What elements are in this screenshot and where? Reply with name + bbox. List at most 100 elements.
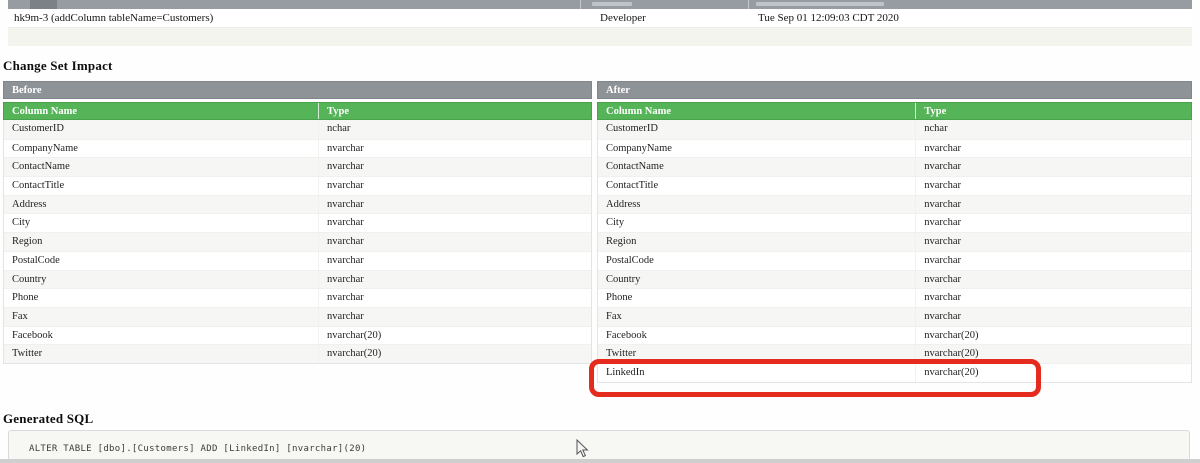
column-name-cell: Region: [606, 236, 637, 248]
type-cell: nvarchar: [318, 233, 591, 251]
table-row: Address nvarchar: [598, 194, 1191, 214]
type-cell: nvarchar: [318, 214, 591, 233]
after-table-rows: CustomerID nchar CompanyName nvarchar Contac…: [597, 120, 1192, 383]
column-name-cell: ContactName: [606, 161, 664, 173]
column-name-cell: CompanyName: [12, 142, 78, 154]
before-column-headers: Column Name Type: [3, 102, 592, 120]
type-cell: nvarchar: [318, 270, 591, 289]
table-row: Twitter nvarchar(20): [4, 344, 591, 363]
generated-sql-box: ALTER TABLE [dbo].[Customers] ADD [Linke…: [8, 430, 1190, 463]
type-cell: nvarchar: [915, 307, 1191, 326]
table-row: Address nvarchar: [4, 194, 591, 214]
table-row: ContactTitle nvarchar: [4, 176, 591, 195]
table-row: ContactName nvarchar: [598, 157, 1191, 177]
clipped-header-text-remnant: [756, 2, 884, 6]
type-cell: nvarchar: [915, 214, 1191, 233]
type-cell: nvarchar: [915, 195, 1191, 214]
table-row: Fax nvarchar: [4, 306, 591, 326]
header-cell-divider: [748, 0, 749, 9]
table-row: Facebook nvarchar(20): [598, 325, 1191, 345]
type-header: Type: [318, 103, 591, 119]
column-name-cell: Address: [12, 198, 47, 210]
table-row: Facebook nvarchar(20): [4, 325, 591, 345]
column-name-cell: ContactTitle: [12, 180, 65, 192]
table-row: PostalCode nvarchar: [598, 250, 1191, 270]
table-row: CustomerID nchar: [598, 120, 1191, 139]
changeset-author: Developer: [600, 12, 646, 24]
table-row: Phone nvarchar: [598, 288, 1191, 307]
column-name-cell: Twitter: [12, 348, 43, 360]
changeset-row[interactable]: hk9m-3 (addColumn tableName=Customers) D…: [8, 9, 1192, 28]
column-name-cell: Twitter: [606, 348, 637, 360]
column-name-cell: ContactTitle: [606, 180, 659, 192]
table-row: City nvarchar: [4, 213, 591, 233]
generated-sql-title: Generated SQL: [3, 411, 94, 426]
table-row: Country nvarchar: [598, 269, 1191, 289]
column-name-header: Column Name: [606, 106, 672, 117]
column-name-cell: CustomerID: [12, 123, 64, 134]
after-panel: After Column Name Type CustomerID nchar Co…: [597, 81, 1192, 383]
column-name-cell: Country: [606, 273, 641, 285]
type-cell: nchar: [915, 120, 1191, 139]
clipped-header-remnant: [30, 0, 57, 9]
before-table-rows: CustomerID nchar CompanyName nvarchar Contac…: [3, 120, 592, 364]
empty-row-strip: [8, 28, 1192, 46]
column-name-cell: City: [606, 217, 625, 229]
type-cell: nvarchar(20): [318, 345, 591, 363]
column-name-header: Column Name: [12, 106, 78, 117]
column-name-cell: Phone: [606, 292, 633, 304]
type-cell: nvarchar: [915, 233, 1191, 251]
column-name-cell: CompanyName: [606, 142, 672, 154]
window-bottom-edge: [0, 459, 1200, 463]
type-cell: nvarchar: [318, 177, 591, 195]
type-header: Type: [915, 103, 1191, 119]
change-set-impact-title: Change Set Impact: [3, 58, 113, 73]
type-cell: nvarchar: [318, 139, 591, 158]
column-name-cell: PostalCode: [12, 254, 60, 266]
changeset-id: hk9m-3 (addColumn tableName=Customers): [14, 12, 214, 24]
column-name-cell: Facebook: [12, 329, 53, 341]
table-row: ContactName nvarchar: [4, 157, 591, 177]
header-cell-divider: [580, 0, 581, 9]
type-cell: nvarchar: [318, 195, 591, 214]
type-cell: nvarchar(20): [915, 363, 1191, 382]
table-row: Fax nvarchar: [598, 306, 1191, 326]
column-name-cell: Fax: [606, 310, 622, 322]
type-cell: nvarchar(20): [915, 345, 1191, 363]
type-cell: nvarchar: [318, 251, 591, 270]
after-panel-header: After: [597, 81, 1192, 99]
before-panel: Before Column Name Type CustomerID nchar C…: [3, 81, 592, 364]
type-cell: nvarchar: [915, 177, 1191, 195]
column-name-cell: LinkedIn: [606, 366, 645, 378]
type-cell: nvarchar: [915, 139, 1191, 158]
table-row: CompanyName nvarchar: [598, 138, 1191, 158]
clipped-header-text-remnant: [592, 2, 632, 6]
type-cell: nchar: [318, 120, 591, 139]
column-name-cell: Fax: [12, 310, 28, 322]
after-column-headers: Column Name Type: [597, 102, 1192, 120]
column-name-cell: Region: [12, 236, 43, 248]
table-row: ContactTitle nvarchar: [598, 176, 1191, 195]
type-cell: nvarchar: [915, 289, 1191, 307]
type-cell: nvarchar: [915, 158, 1191, 177]
table-row: Region nvarchar: [4, 232, 591, 251]
table-row: Phone nvarchar: [4, 288, 591, 307]
table-row: PostalCode nvarchar: [4, 250, 591, 270]
type-cell: nvarchar: [318, 158, 591, 177]
table-row: Region nvarchar: [598, 232, 1191, 251]
table-row: CompanyName nvarchar: [4, 138, 591, 158]
table-row: LinkedIn nvarchar(20): [598, 362, 1191, 382]
sql-statement: ALTER TABLE [dbo].[Customers] ADD [Linke…: [29, 444, 367, 454]
table-row: CustomerID nchar: [4, 120, 591, 139]
column-name-cell: ContactName: [12, 161, 70, 173]
column-name-cell: CustomerID: [606, 123, 658, 134]
type-cell: nvarchar: [915, 251, 1191, 270]
type-cell: nvarchar: [318, 289, 591, 307]
changeset-date-executed: Tue Sep 01 12:09:03 CDT 2020: [758, 12, 899, 24]
column-name-cell: PostalCode: [606, 254, 654, 266]
column-name-cell: City: [12, 217, 31, 229]
before-panel-header: Before: [3, 81, 592, 99]
type-cell: nvarchar: [915, 270, 1191, 289]
table-row: Country nvarchar: [4, 269, 591, 289]
column-name-cell: Country: [12, 273, 47, 285]
